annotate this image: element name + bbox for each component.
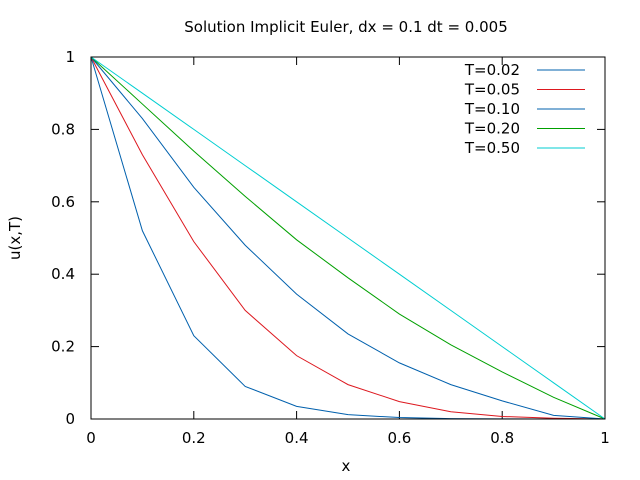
legend-label: T=0.10 [464, 100, 520, 118]
series-layer [90, 56, 606, 420]
legend-label: T=0.05 [464, 81, 520, 99]
x-tick-label: 0.2 [182, 429, 206, 447]
y-tick-label: 0.6 [51, 193, 75, 211]
legend: T=0.02 T=0.05T=0.10 T=0.20T=0.50 [464, 61, 585, 157]
series-line-3 [90, 56, 606, 420]
y-tick-label: 0.2 [51, 338, 75, 356]
chart-title: Solution Implicit Euler, dx = 0.1 dt = 0… [184, 18, 508, 36]
x-tick-label: 0 [86, 429, 96, 447]
y-tick-label: 0.8 [51, 120, 75, 138]
ticks-layer: 0 0.2 0.4 0.6 0.8 1 0 0.2 0.4 0.6 0.8 1 [51, 48, 610, 447]
series-line-5 [90, 56, 606, 420]
legend-label: T=0.02 [464, 61, 520, 79]
legend-label: T=0.50 [464, 139, 520, 157]
y-axis-label: u(x,T) [6, 216, 24, 260]
x-tick-label: 1 [600, 429, 610, 447]
y-tick-label: 1 [65, 48, 75, 66]
y-tick-label: 0.4 [51, 265, 75, 283]
x-tick-label: 0.4 [285, 429, 309, 447]
y-tick-label: 0 [65, 410, 75, 428]
x-axis-label: x [342, 457, 351, 475]
series-line-4 [90, 56, 606, 420]
series-line-2 [90, 56, 606, 420]
x-tick-label: 0.8 [490, 429, 514, 447]
x-tick-label: 0.6 [387, 429, 411, 447]
plot-frame [90, 56, 606, 420]
legend-label: T=0.20 [464, 120, 520, 138]
